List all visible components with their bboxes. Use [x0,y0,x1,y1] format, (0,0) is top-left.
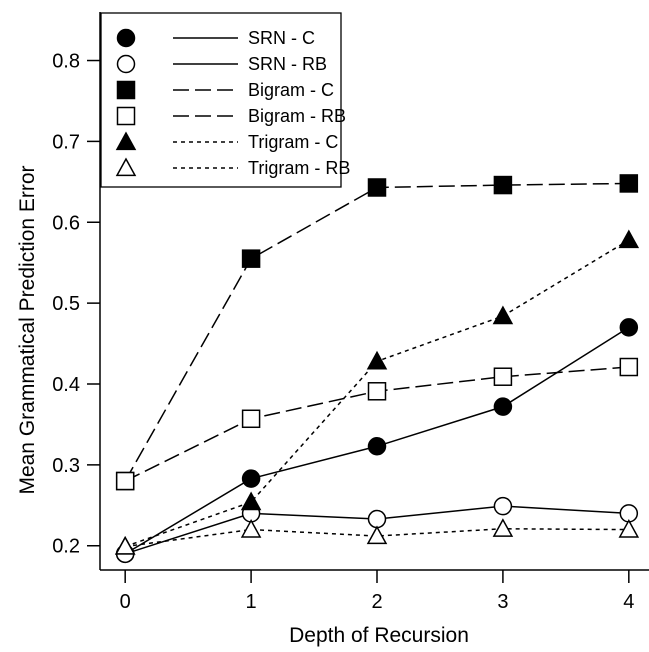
y-tick-label: 0.6 [52,212,80,234]
y-tick-label: 0.5 [52,293,80,315]
data-point [241,469,261,488]
legend-item: SRN - C [116,28,315,48]
data-point [240,491,262,511]
legend-label: Bigram - RB [248,106,346,126]
series-layer [114,174,640,564]
series-line [124,182,629,482]
y-tick-label: 0.3 [52,455,80,477]
data-point [367,382,387,401]
legend: SRN - C SRN - RB Bigram - C Bigram - RB Trig… [100,12,350,188]
legend-item: SRN - RB [116,54,327,74]
legend-marker [115,131,137,151]
legend-label: SRN - C [248,28,315,48]
legend-item: Bigram - RB [116,106,346,126]
data-point [493,367,513,386]
x-tick-label: 2 [371,591,382,613]
y-tick-label: 0.7 [52,131,80,153]
legend-marker [116,54,136,74]
data-point [114,535,136,555]
y-axis: 0.2 0.3 0.4 0.5 0.6 0.7 0.8 [52,51,100,558]
legend-item: Trigram - C [115,131,338,152]
data-point [367,509,387,529]
legend-item: Bigram - C [116,80,334,100]
data-point [493,175,513,195]
y-axis-label: Mean Grammatical Prediction Error [16,165,39,494]
data-point [367,178,387,197]
data-point [367,437,387,456]
data-point [618,229,640,249]
data-point [241,409,261,429]
legend-marker [116,28,136,48]
series-bigram-rb [115,357,639,491]
legend-marker [115,157,137,177]
data-point [619,357,639,377]
y-tick-label: 0.8 [52,51,80,73]
data-point [366,525,388,545]
legend-marker [116,80,136,100]
x-tick-label: 1 [246,591,257,613]
series-trigram-rb [114,518,640,555]
x-tick-label: 0 [120,591,131,613]
data-point [115,471,135,491]
data-point [241,249,261,268]
data-point [492,305,514,325]
legend-label: Trigram - RB [248,158,350,178]
data-point [366,350,388,370]
legend-label: Trigram - C [248,132,338,152]
data-point [619,318,639,337]
data-point [240,519,262,538]
x-axis: 0 1 2 3 4 [120,570,634,613]
legend-label: Bigram - C [248,80,334,100]
y-tick-label: 0.4 [52,374,80,396]
x-tick-label: 3 [497,591,508,613]
legend-label: SRN - RB [248,54,327,74]
legend-marker [116,106,136,126]
legend-item: Trigram - RB [115,157,350,178]
data-point [492,518,514,537]
series-srn-rb [115,496,639,564]
data-point [618,519,640,538]
data-point [619,174,639,193]
legend-box [100,12,342,188]
x-tick-label: 4 [623,591,634,613]
data-point [493,397,513,416]
data-point [493,496,513,516]
x-axis-label: Depth of Recursion [289,624,469,647]
y-tick-label: 0.2 [52,536,80,558]
